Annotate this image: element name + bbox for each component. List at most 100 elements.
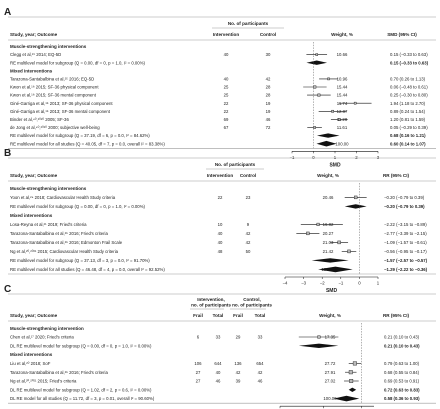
category-label: Muscle-strengthening interventions (10, 186, 87, 191)
study-label: Tarazona-Santabalbina et al,²⁵ 2016; Fri… (10, 370, 109, 375)
overall-diamond (316, 140, 337, 147)
frail-control: 29 (236, 335, 241, 340)
effect-ci: −0.20 (−0.79 to 0.39) (384, 195, 425, 200)
estimate-box (352, 361, 357, 366)
header-weight: Weight, % (319, 313, 341, 318)
frail-intervention: 27 (196, 379, 201, 384)
overall-model-label: DL RE model for all studies (Q = 11.72, … (10, 396, 155, 401)
study-label: Ng et al,²⁰,²⁰²¹ 2015; Cardiovascular He… (10, 249, 119, 254)
frail-intervention: 6 (197, 335, 200, 340)
x-tick-label: 3 (377, 155, 380, 160)
x-tick-label: −1 (338, 281, 344, 286)
n-control: 46 (266, 117, 271, 122)
n-intervention: 10 (218, 222, 223, 227)
x-tick-label: 1 (377, 281, 380, 286)
study-label: Giné-Garriga et al,¹⁵ 2013; SF-36 physic… (10, 101, 113, 106)
subgroup-model-label: RE multilevel model for subgroup (Q = 37… (10, 258, 150, 263)
effect-ci: 0.69 (0.53 to 0.91) (384, 379, 420, 384)
subgroup-effect-ci: 0.15 (−0.33 to 0.63) (390, 60, 429, 65)
overall-model-label: RE multilevel model for all studies (Q =… (10, 141, 165, 146)
study-label: Kwon et al,¹⁸ 2015; SF-36 mental compone… (10, 93, 97, 98)
weight-value: 11.61 (337, 125, 348, 130)
category-label: Mixed interventions (10, 213, 53, 218)
study-label: Losa-Reyna et al,²¹ 2019; Fried's criter… (10, 222, 87, 227)
effect-ci: 0.68 (0.55 to 0.84) (384, 370, 420, 375)
frail-intervention: 27 (196, 370, 201, 375)
panel-label: A (4, 7, 11, 18)
header-weight: Weight, % (317, 173, 339, 178)
subgroup-effect-ci: −0.20 (−0.79 to 0.39) (384, 204, 425, 209)
effect-ci: −2.77 (−3.39 to −2.15) (384, 231, 427, 236)
n-control: 72 (266, 125, 271, 130)
study-label: Tarazona-Santabalbina et al,²⁵ 2016; EQ-… (10, 77, 94, 82)
subgroup-model-label: RE multilevel model for subgroup (Q = 37… (10, 133, 150, 138)
header-total-control: Total (255, 313, 266, 318)
n-control: 28 (266, 85, 271, 90)
header-study: Study, year; Outcome (10, 313, 58, 318)
effect-ci: 0.89 (0.24 to 1.54) (390, 109, 426, 114)
effect-ci: 1.94 (1.18 to 2.70) (390, 101, 426, 106)
n-intervention: 40 (218, 240, 223, 245)
total-control: 46 (258, 379, 263, 384)
n-intervention: 69 (224, 117, 229, 122)
study-label: Tarazona-Santabalbina et al,²⁵ 2016; Fri… (10, 231, 109, 236)
n-intervention: 22 (224, 101, 229, 106)
header-frail-control: Frail (233, 313, 243, 318)
subgroup-diamond (298, 343, 339, 348)
n-control: 50 (246, 249, 251, 254)
subgroup-effect-ci: 0.21 (0.10 to 0.43) (384, 343, 420, 348)
category-label: Muscle-strengthening intervention (10, 326, 84, 331)
frail-control: 39 (236, 379, 241, 384)
n-intervention: 25 (224, 93, 229, 98)
study-label: Giné-Garriga et al,¹⁵ 2013; SF-36 mental… (10, 109, 111, 114)
n-intervention: 25 (224, 85, 229, 90)
subgroup-diamond (344, 204, 367, 209)
effect-ci: 0.25 (−0.30 to 0.80) (390, 93, 428, 98)
n-control: 28 (266, 93, 271, 98)
subgroup-model-label: RE multilevel model for subgroup (Q = 0.… (10, 204, 146, 209)
estimate-box (327, 77, 330, 81)
effect-ci: 0.05 (−0.29 to 0.39) (390, 125, 428, 130)
effect-ci: 1.20 (0.81 to 1.59) (390, 117, 426, 122)
x-tick-label: 0 (358, 281, 361, 286)
study-label: Clegg et al,¹⁹ 2014; EQ-5D (10, 52, 61, 57)
effect-ci: 0.06 (−0.48 to 0.61) (390, 85, 428, 90)
n-intervention: 22 (218, 195, 223, 200)
header-frail-intervention: Frail (193, 313, 203, 318)
subgroup-effect-ci: 0.72 (0.63 to 0.83) (384, 387, 420, 392)
study-label: Yoon et al,²⁴ 2018; Cardiovascular Healt… (10, 195, 116, 200)
header-study: Study, year; Outcome (10, 32, 58, 37)
effect-ci: 0.70 (0.26 to 1.13) (390, 77, 426, 82)
estimate-box (317, 93, 321, 97)
n-control: 42 (246, 231, 251, 236)
n-intervention: 48 (218, 249, 223, 254)
estimate-box (348, 370, 353, 375)
header-study: Study, year; Outcome (10, 173, 58, 178)
header-weight: Weight, % (331, 32, 353, 37)
n-control: 23 (246, 195, 251, 200)
weight-value: 27.02 (325, 379, 336, 384)
x-tick-label: 0 (312, 155, 315, 160)
total-intervention: 40 (216, 370, 221, 375)
estimate-box (316, 222, 320, 226)
weight-total: 100.00 (323, 396, 337, 401)
estimate-box (306, 231, 310, 236)
n-control: 30 (266, 52, 271, 57)
frail-control: 136 (234, 361, 242, 366)
weight-value: 20.27 (323, 231, 334, 236)
header-control: Control (240, 173, 256, 178)
subgroup-diamond (348, 387, 357, 392)
estimate-box (317, 335, 321, 339)
x-axis-label: SMD (329, 162, 341, 168)
n-intervention: 22 (224, 109, 229, 114)
x-tick-label: −4 (283, 281, 289, 286)
overall-effect-ci: 0.58 (0.36 to 0.93) (384, 396, 420, 401)
subgroup-effect-ci: −1.57 (−2.57 to −0.57) (384, 258, 428, 263)
effect-ci: −2.22 (−3.15 to −0.89) (384, 222, 427, 227)
estimate-box (353, 101, 357, 105)
weight-value: 15.44 (337, 93, 348, 98)
category-label: Mixed interventions (10, 352, 53, 357)
subgroup-diamond (316, 133, 340, 138)
n-intervention: 40 (224, 77, 229, 82)
estimate-box (338, 118, 341, 121)
